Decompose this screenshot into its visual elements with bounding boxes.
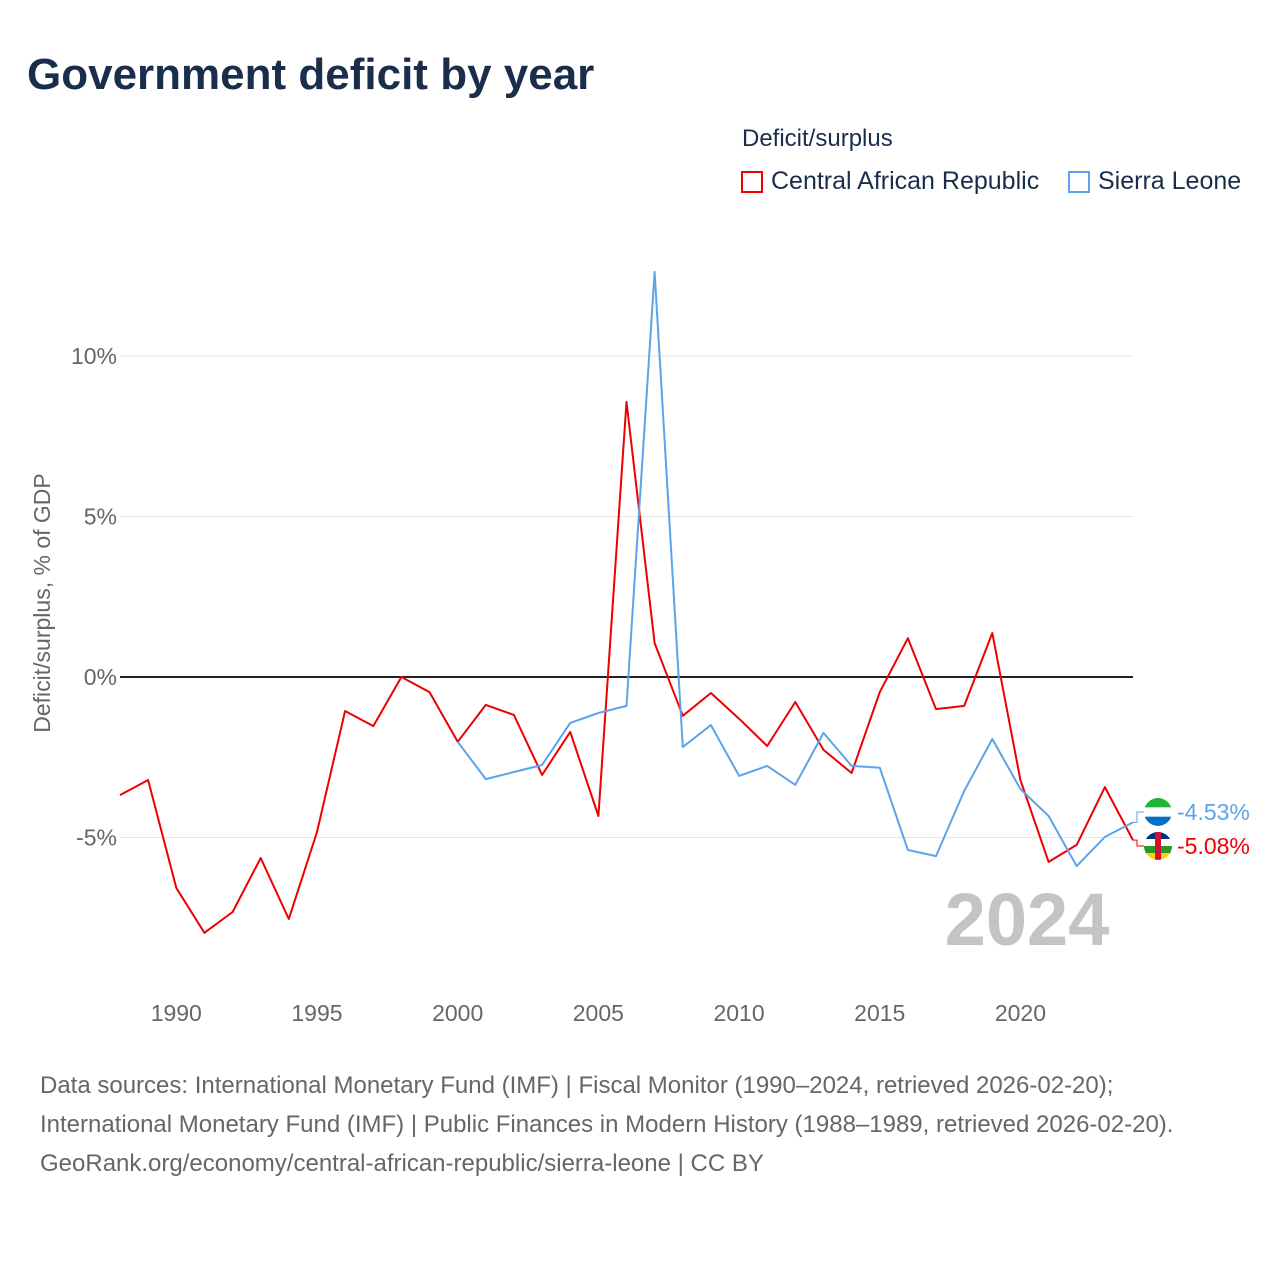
legend-label: Sierra Leone (1098, 167, 1242, 195)
series-line-1 (456, 270, 1134, 868)
y-tick-label: -5% (76, 825, 117, 851)
y-tick-label: 5% (84, 504, 117, 530)
y-tick-label: 0% (84, 664, 117, 690)
sources: Data sources: International Monetary Fun… (40, 1066, 1240, 1183)
legend-label: Central African Republic (771, 167, 1040, 195)
end-label-sierra-leone: -4.53% (1177, 799, 1250, 825)
legend-swatch-car (741, 170, 763, 193)
x-tick-label: 2005 (573, 1000, 624, 1026)
x-tick-label: 1990 (151, 1000, 202, 1026)
sierra-leone-flag-icon (1144, 798, 1172, 826)
car-flag-icon (1144, 832, 1172, 860)
line-chart: 2024 -5% 0% 5% 10% 1990 1995 2000 2005 2010 2015 20… (29, 270, 1250, 1026)
x-tick-label: 2020 (995, 1000, 1046, 1026)
end-label-car: -5.08% (1177, 833, 1250, 859)
legend-title: Deficit/surplus (742, 125, 893, 152)
legend-swatch-sierra-leone (1068, 170, 1090, 193)
x-tick-label: 2000 (432, 1000, 483, 1026)
data-sources-text: Data sources: International Monetary Fun… (40, 1072, 1174, 1138)
label-connector (1133, 811, 1146, 823)
x-tick-label: 1995 (291, 1000, 342, 1026)
attribution-link[interactable]: GeoRank.org/economy/central-african-repu… (40, 1150, 764, 1177)
label-connector (1133, 839, 1146, 847)
legend-item-car[interactable]: Central African Republic (741, 167, 1039, 196)
x-tick-label: 2010 (713, 1000, 764, 1026)
y-tick-label: 10% (71, 343, 117, 369)
legend-item-sierra-leone[interactable]: Sierra Leone (1068, 167, 1241, 196)
x-tick-label: 2015 (854, 1000, 905, 1026)
chart-title: Government deficit by year (27, 50, 595, 99)
year-watermark: 2024 (945, 878, 1110, 961)
series-line-0 (119, 400, 1134, 934)
y-axis-label: Deficit/surplus, % of GDP (29, 473, 55, 732)
